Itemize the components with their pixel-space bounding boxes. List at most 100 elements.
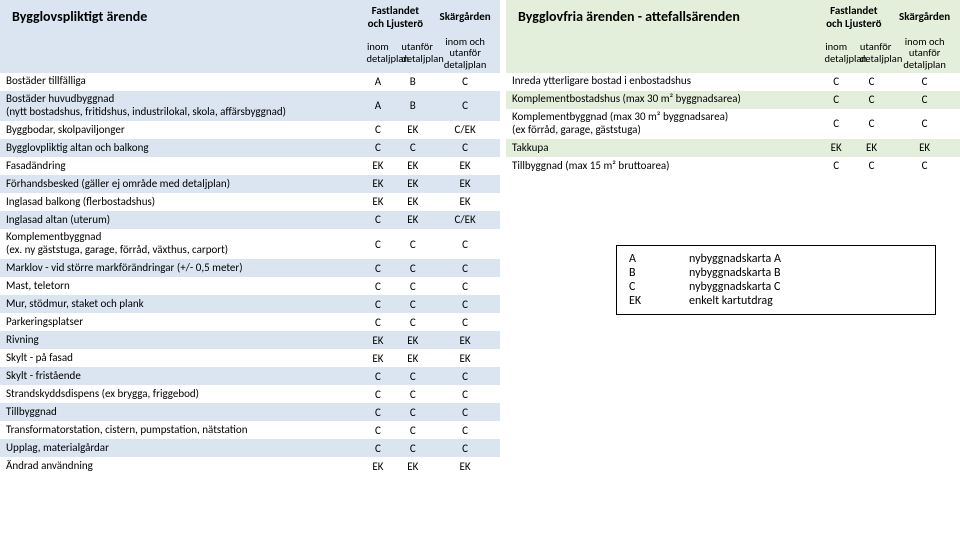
- permit-required-label: Inglasad balkong (flerbostadshus): [0, 193, 360, 211]
- permit-required-value: EK: [430, 457, 500, 475]
- table-row: Ändrad användningEKEKEK: [0, 457, 500, 475]
- legend-row: Anybyggnadskarta A: [629, 252, 923, 266]
- permit-required-label: Parkeringsplatser: [0, 313, 360, 331]
- permit-required-label: Marklov - vid större markförändringar (+…: [0, 259, 360, 277]
- permit-free-label: Takkupa: [506, 139, 818, 157]
- permit-required-value: C: [360, 439, 395, 457]
- table-row: Marklov - vid större markförändringar (+…: [0, 259, 500, 277]
- legend-key: B: [629, 266, 689, 280]
- permit-free-value: C: [818, 91, 853, 109]
- permit-required-label: Byggbodar, skolpaviljonger: [0, 121, 360, 139]
- permit-required-value: C: [430, 385, 500, 403]
- permit-free-value: C: [889, 157, 960, 175]
- right-empty-head: [506, 33, 818, 73]
- permit-required-value: EK: [360, 193, 395, 211]
- table-row: Mast, teletornCCC: [0, 277, 500, 295]
- permit-free-value: C: [818, 109, 853, 139]
- permit-required-label: Tillbyggnad: [0, 403, 360, 421]
- permit-required-value: EK: [395, 175, 430, 193]
- permit-required-value: EK: [395, 457, 430, 475]
- legend-row: EKenkelt kartutdrag: [629, 294, 923, 308]
- table-row: Strandskyddsdispens (ex brygga, friggebo…: [0, 385, 500, 403]
- permit-required-value: C: [360, 367, 395, 385]
- legend-box: Anybyggnadskarta ABnybyggnadskarta BCnyb…: [616, 245, 936, 315]
- permit-required-value: C: [395, 403, 430, 421]
- right-region2: Skärgården: [889, 0, 960, 33]
- permit-required-label: Bostäder tillfälliga: [0, 73, 360, 91]
- permit-required-label: Strandskyddsdispens (ex brygga, friggebo…: [0, 385, 360, 403]
- permit-required-value: C: [360, 139, 395, 157]
- table-row: Inglasad balkong (flerbostadshus)EKEKEK: [0, 193, 500, 211]
- permit-free-value: EK: [889, 139, 960, 157]
- permit-required-label: Förhandsbesked (gäller ej område med det…: [0, 175, 360, 193]
- table-row: Tillbyggnad (max 15 m² bruttoarea)CCC: [506, 157, 960, 175]
- permit-free-value: C: [854, 157, 889, 175]
- permit-required-value: A: [360, 91, 395, 121]
- permit-required-label: Fasadändring: [0, 157, 360, 175]
- permit-required-value: C: [430, 421, 500, 439]
- permit-required-value: EK: [395, 331, 430, 349]
- permit-required-value: C: [430, 439, 500, 457]
- permit-required-value: C: [430, 229, 500, 259]
- legend-label: nybyggnadskarta C: [689, 280, 780, 294]
- permit-required-value: C: [430, 403, 500, 421]
- permit-required-value: C: [430, 73, 500, 91]
- permit-free-value: C: [818, 73, 853, 91]
- table-row: TakkupaEKEKEK: [506, 139, 960, 157]
- permit-required-label: Mast, teletorn: [0, 277, 360, 295]
- permit-free-value: EK: [818, 139, 853, 157]
- permit-required-value: C/EK: [430, 211, 500, 229]
- left-region2: Skärgården: [430, 0, 500, 33]
- permit-required-value: C: [395, 313, 430, 331]
- permit-required-value: C: [430, 295, 500, 313]
- table-row: Mur, stödmur, staket och plankCCC: [0, 295, 500, 313]
- table-row: Byggbodar, skolpaviljongerCEKC/EK: [0, 121, 500, 139]
- permit-required-value: C: [360, 313, 395, 331]
- permit-free-label: Tillbyggnad (max 15 m² bruttoarea): [506, 157, 818, 175]
- permit-required-value: EK: [395, 211, 430, 229]
- legend-key: A: [629, 252, 689, 266]
- permit-required-label: Transformatorstation, cistern, pumpstati…: [0, 421, 360, 439]
- permit-required-value: C: [430, 91, 500, 121]
- permit-required-value: C: [395, 439, 430, 457]
- permit-free-table: Bygglovfria ärenden - attefallsärenden F…: [506, 0, 960, 175]
- table-row: Transformatorstation, cistern, pumpstati…: [0, 421, 500, 439]
- permit-required-value: EK: [395, 193, 430, 211]
- permit-required-value: EK: [395, 121, 430, 139]
- permit-required-value: EK: [360, 175, 395, 193]
- permit-required-label: Bygglovpliktig altan och balkong: [0, 139, 360, 157]
- permit-required-table: Bygglovspliktigt ärende Fastlandet och L…: [0, 0, 500, 475]
- permit-required-value: EK: [360, 331, 395, 349]
- permit-required-label: Mur, stödmur, staket och plank: [0, 295, 360, 313]
- table-row: Komplementbyggnad(ex. ny gäststuga, gara…: [0, 229, 500, 259]
- legend-label: enkelt kartutdrag: [689, 294, 773, 308]
- right-title: Bygglovfria ärenden - attefallsärenden: [506, 0, 818, 33]
- left-title: Bygglovspliktigt ärende: [0, 0, 360, 33]
- permit-required-value: C: [430, 259, 500, 277]
- permit-required-value: C: [395, 259, 430, 277]
- permit-required-label: Bostäder huvudbyggnad(nytt bostadshus, f…: [0, 91, 360, 121]
- permit-required-value: C: [430, 277, 500, 295]
- permit-required-value: C: [360, 421, 395, 439]
- left-empty-head: [0, 33, 360, 73]
- table-row: Förhandsbesked (gäller ej område med det…: [0, 175, 500, 193]
- permit-required-label: Komplementbyggnad(ex. ny gäststuga, gara…: [0, 229, 360, 259]
- permit-required-label: Upplag, materialgårdar: [0, 439, 360, 457]
- permit-required-value: B: [395, 73, 430, 91]
- legend-label: nybyggnadskarta B: [689, 266, 781, 280]
- table-row: Komplementbostadshus (max 30 m² byggnads…: [506, 91, 960, 109]
- permit-required-value: C: [395, 421, 430, 439]
- table-row: RivningEKEKEK: [0, 331, 500, 349]
- permit-free-value: EK: [854, 139, 889, 157]
- permit-required-value: EK: [360, 157, 395, 175]
- legend-key: C: [629, 280, 689, 294]
- table-row: Skylt - friståendeCCC: [0, 367, 500, 385]
- permit-required-value: C: [395, 385, 430, 403]
- permit-required-value: C/EK: [430, 121, 500, 139]
- permit-required-value: C: [360, 277, 395, 295]
- permit-required-value: C: [360, 295, 395, 313]
- permit-required-value: C: [430, 313, 500, 331]
- permit-required-value: C: [360, 121, 395, 139]
- left-region1: Fastlandet och Ljusterö: [360, 0, 430, 33]
- permit-required-value: EK: [430, 349, 500, 367]
